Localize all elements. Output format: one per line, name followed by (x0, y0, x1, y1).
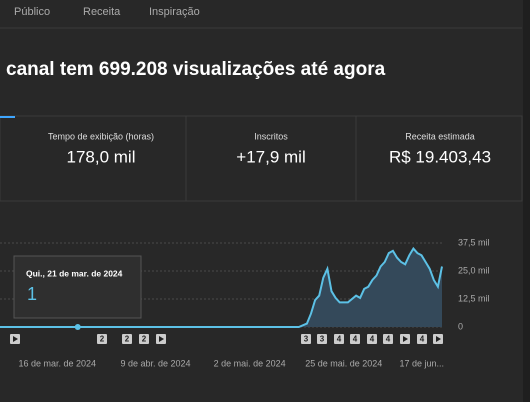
cards (0, 115, 523, 202)
marker[interactable] (97, 334, 107, 344)
point (74, 323, 81, 330)
x-tick-label: 16 de mar. de 2024 (19, 358, 97, 368)
marker-label: 4 (337, 335, 342, 344)
metric-label[interactable]: Tempo de exibição (horas) (48, 131, 154, 141)
marker[interactable] (367, 334, 377, 344)
marker-icon (159, 336, 164, 342)
y-tick-label: 0 (458, 321, 463, 331)
metric-value[interactable]: +17,9 mil (236, 147, 305, 166)
headline: canal tem 699.208 visualizações até agor… (6, 59, 386, 80)
marker[interactable] (350, 334, 360, 344)
x-tick-label: 2 de mai. de 2024 (214, 358, 286, 368)
marker[interactable] (383, 334, 393, 344)
tab[interactable]: Público (14, 6, 50, 18)
marker-label: 3 (320, 335, 325, 344)
tooltip (13, 255, 142, 319)
tooltip-date: Qui., 21 de mar. de 2024 (26, 268, 123, 278)
marker-label: 2 (100, 335, 105, 344)
tooltip-value: 1 (27, 284, 37, 304)
marker-label: 2 (142, 335, 147, 344)
marker-icon (13, 336, 18, 342)
marker-icon (436, 336, 441, 342)
chart: 0 12,5 mil 25,0 mil 37,5 mil 16 de mar. de 2… (0, 237, 490, 368)
selected-indicator (0, 116, 15, 118)
marker-label: 2 (125, 335, 130, 344)
marker[interactable] (122, 334, 132, 344)
metric-label[interactable]: Receita estimada (405, 131, 475, 141)
marker-icon (403, 336, 408, 342)
marker[interactable] (417, 334, 427, 344)
y-tick-label: 25,0 mil (458, 265, 490, 275)
x-tick-label: 9 de abr. de 2024 (120, 358, 190, 368)
metric-value[interactable]: R$ 19.403,43 (389, 147, 491, 166)
marker-label: 3 (304, 335, 309, 344)
tab[interactable]: Inspiração (149, 6, 200, 18)
line (0, 246, 443, 328)
metric-label[interactable]: Inscritos (254, 131, 288, 141)
y-tick-label: 12,5 mil (458, 293, 490, 303)
marker-label: 4 (386, 335, 391, 344)
x-tick-label: 25 de mai. de 2024 (305, 358, 382, 368)
marker-label: 4 (420, 335, 425, 344)
marker[interactable] (317, 334, 327, 344)
tab[interactable]: Receita (83, 6, 121, 18)
marker[interactable] (334, 334, 344, 344)
marker-label: 4 (353, 335, 358, 344)
x-tick-label: 17 de jun... (399, 358, 444, 368)
scrollbar (523, 0, 530, 402)
area (0, 248, 442, 327)
marker[interactable] (139, 334, 149, 344)
marker[interactable] (301, 334, 311, 344)
marker-label: 4 (370, 335, 375, 344)
metric-value[interactable]: 178,0 mil (67, 147, 136, 166)
y-tick-label: 37,5 mil (458, 237, 490, 247)
